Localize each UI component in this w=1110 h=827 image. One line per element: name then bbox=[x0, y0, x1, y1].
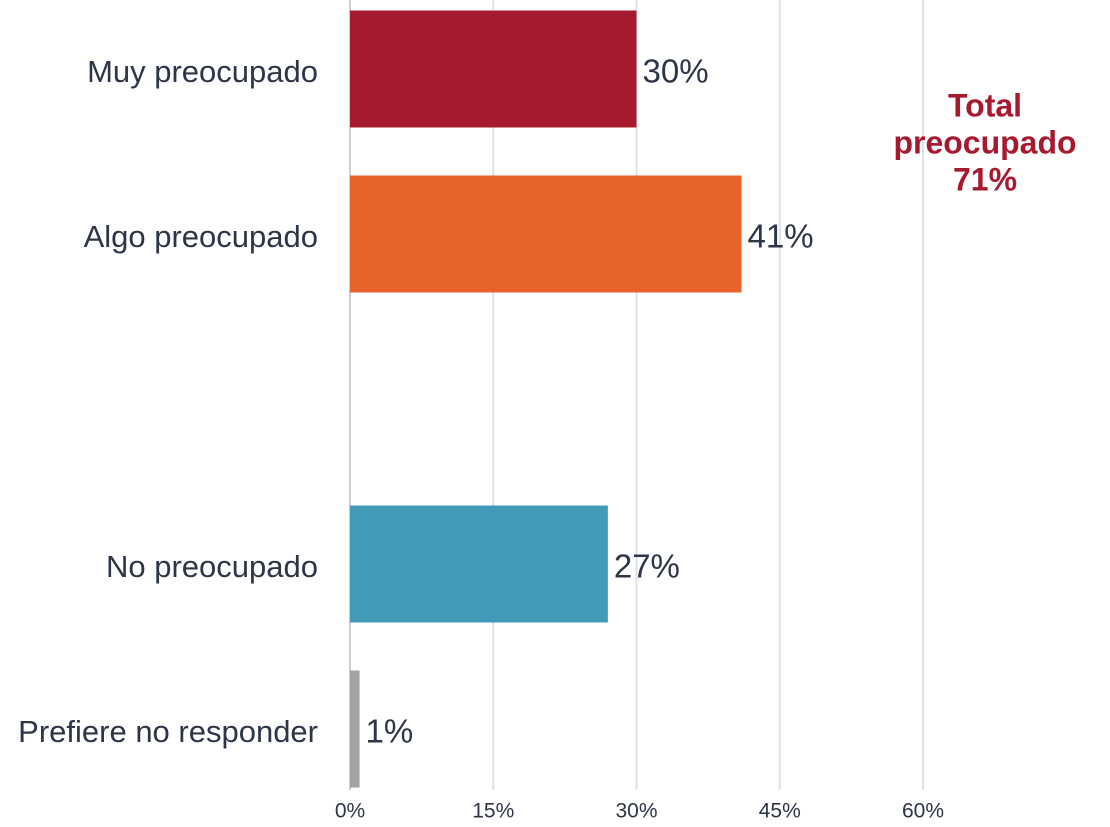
category-label: No preocupado bbox=[106, 549, 318, 584]
category-label: Algo preocupado bbox=[84, 219, 318, 254]
category-label: Muy preocupado bbox=[87, 54, 318, 89]
annotation: 71% bbox=[953, 161, 1017, 197]
annotation: Total bbox=[948, 87, 1022, 123]
value-label: 41% bbox=[748, 218, 814, 255]
bar bbox=[350, 10, 637, 128]
annotation: preocupado bbox=[893, 124, 1076, 160]
bar bbox=[350, 670, 360, 788]
x-tick-label: 0% bbox=[335, 800, 365, 823]
x-tick-label: 30% bbox=[615, 800, 657, 823]
bar bbox=[350, 175, 742, 293]
x-tick-label: 60% bbox=[902, 800, 944, 823]
bar bbox=[350, 505, 608, 623]
category-label: Prefiere no responder bbox=[18, 714, 318, 749]
x-tick-label: 45% bbox=[759, 800, 801, 823]
value-label: 30% bbox=[643, 53, 709, 90]
x-tick-label: 15% bbox=[472, 800, 514, 823]
value-label: 27% bbox=[614, 548, 680, 585]
value-label: 1% bbox=[366, 713, 414, 750]
